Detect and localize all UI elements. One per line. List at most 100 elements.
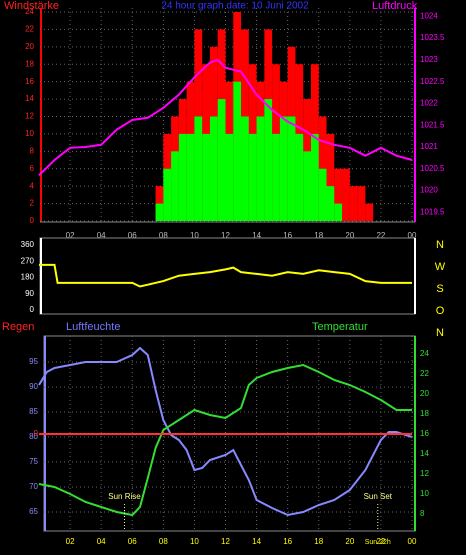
y2-tick-label: 1020.5 [420, 164, 445, 173]
bar [178, 133, 187, 221]
x-tick-label: 00 [408, 537, 417, 546]
x-tick-label: 00 [408, 231, 417, 240]
x-tick-label: 12 [221, 231, 230, 240]
y2-tick-label: 1023.5 [420, 33, 445, 42]
x-tick-label: 14 [252, 231, 261, 240]
x-tick-label: 16 [283, 231, 292, 240]
y2-tick-label: 8 [420, 509, 425, 518]
x-tick-label: 02 [66, 231, 75, 240]
bar [326, 133, 335, 221]
y-tick-label: 14 [25, 94, 34, 103]
x-tick-label: 02 [66, 537, 75, 546]
y-tick-label: 0 [30, 305, 35, 314]
temperature-axis-title: Temperatur [312, 321, 368, 333]
x-tick-label: 06 [128, 231, 137, 240]
bar [318, 168, 327, 221]
annotation: Sun Rise [108, 492, 141, 501]
bar [264, 99, 273, 221]
y2-tick-label: 1023 [420, 55, 438, 64]
bar [241, 116, 249, 221]
y-tick-label: 270 [21, 256, 35, 265]
y2-tick-label: 18 [420, 409, 429, 418]
bar [279, 116, 288, 221]
y2-tick-label: 12 [420, 469, 429, 478]
y-tick-label: 18 [25, 59, 34, 68]
compass-label: S [436, 283, 443, 295]
y-tick-label: 2 [30, 199, 35, 208]
bar [217, 99, 226, 221]
y2-tick-label: 1022 [420, 99, 438, 108]
annotation: Sun 22h [365, 539, 391, 546]
bar [186, 133, 195, 221]
y-tick-label: 4 [30, 181, 35, 190]
y-tick-label: 180 [21, 273, 35, 282]
bar [334, 168, 343, 221]
x-tick-label: 10 [190, 537, 199, 546]
y2-tick-label: 1021 [420, 142, 438, 151]
y-tick-label: 8 [30, 146, 35, 155]
bar [342, 168, 350, 221]
y-tick-label: 70 [29, 482, 38, 491]
rain-axis-title: Regen [2, 321, 34, 333]
annotation: Sun Set [364, 492, 393, 501]
bar [225, 133, 234, 221]
bar [287, 116, 296, 221]
y-tick-label: 75 [29, 457, 38, 466]
y2-tick-label: 1021.5 [420, 120, 445, 129]
y-tick-label: 0 [30, 216, 35, 225]
data-line [38, 58, 413, 177]
compass-label: W [435, 261, 446, 273]
y-tick-label: 65 [29, 507, 38, 516]
x-tick-label: 12 [221, 537, 230, 546]
humidity-axis-title: Luftfeuchte [66, 321, 120, 333]
bar [326, 186, 335, 221]
x-tick-label: 08 [159, 537, 168, 546]
y-tick-label: 20 [25, 42, 34, 51]
bar [303, 151, 311, 221]
y-tick-label: 90 [25, 289, 34, 298]
data-line [38, 346, 413, 517]
pressure-axis-title: Luftdruck [372, 0, 418, 12]
y2-tick-label: 24 [420, 349, 429, 358]
bar [365, 203, 374, 221]
y-tick-label: 22 [25, 25, 34, 34]
bar [209, 116, 218, 221]
x-tick-label: 10 [190, 231, 199, 240]
x-tick-label: 22 [376, 231, 385, 240]
y2-tick-label: 20 [420, 389, 429, 398]
x-tick-label: 18 [314, 537, 323, 546]
bar [155, 203, 164, 221]
x-tick-label: 04 [97, 231, 106, 240]
y-tick-label: 85 [29, 407, 38, 416]
bar [256, 116, 265, 221]
bar [248, 133, 257, 221]
y-tick-label: 95 [29, 357, 38, 366]
y2-tick-label: 1022.5 [420, 77, 445, 86]
y-tick-label: 12 [25, 112, 34, 121]
wind-axis-title: Windstärke [4, 0, 59, 12]
y3-tick-label: 0 [34, 429, 39, 438]
compass-label: N [436, 239, 444, 251]
x-tick-label: 14 [252, 537, 261, 546]
y2-tick-label: 14 [420, 449, 429, 458]
x-tick-label: 22 [376, 537, 385, 546]
y2-tick-label: 1024 [420, 11, 438, 20]
y-tick-label: 16 [25, 77, 34, 86]
bar [295, 133, 304, 221]
y-tick-label: 360 [21, 240, 35, 249]
y-tick-label: 90 [29, 382, 38, 391]
bar [357, 186, 366, 221]
compass-label: O [436, 305, 445, 317]
x-tick-label: 18 [314, 231, 323, 240]
x-tick-label: 20 [345, 537, 354, 546]
x-tick-label: 04 [97, 537, 106, 546]
data-line [39, 263, 412, 288]
data-line [38, 363, 412, 517]
y2-tick-label: 16 [420, 429, 429, 438]
chart-title: 24 hour graph date: 10 Juni 2002 [161, 1, 309, 12]
bar [310, 133, 319, 221]
bar [233, 81, 242, 222]
x-tick-label: 06 [128, 537, 137, 546]
y-tick-label: 80 [29, 432, 38, 441]
